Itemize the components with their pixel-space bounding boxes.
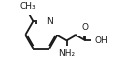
Text: OH: OH: [93, 36, 107, 45]
Text: N: N: [45, 17, 52, 26]
Text: O: O: [81, 23, 88, 32]
Text: CH₃: CH₃: [19, 2, 36, 11]
Text: NH₂: NH₂: [58, 49, 75, 58]
